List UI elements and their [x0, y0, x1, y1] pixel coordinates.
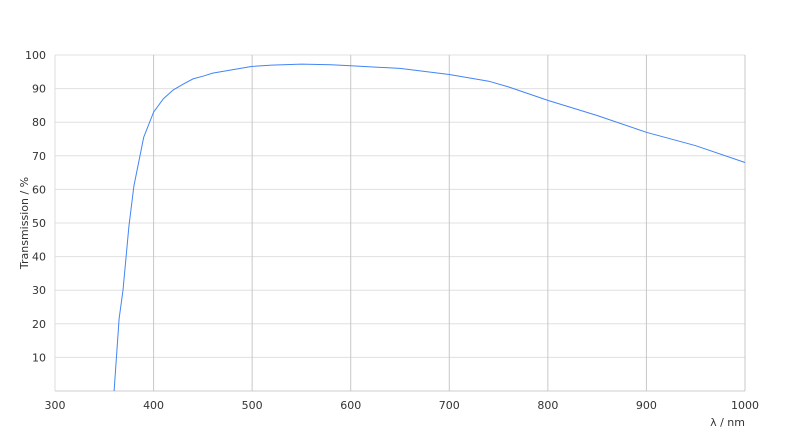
- x-tick-label: 300: [45, 399, 66, 412]
- x-tick-label: 800: [537, 399, 558, 412]
- y-tick-label: 40: [32, 251, 46, 264]
- x-tick-label: 400: [143, 399, 164, 412]
- y-axis-label: Transmission / %: [18, 177, 31, 270]
- x-tick-label: 500: [242, 399, 263, 412]
- tick-labels: 10 20 30 40 50 60 70 80 90 100 300 400 500 600 700 800 9…: [25, 49, 759, 412]
- y-tick-label: 30: [32, 284, 46, 297]
- x-tick-label: 900: [636, 399, 657, 412]
- y-tick-label: 90: [32, 83, 46, 96]
- y-tick-label: 100: [25, 49, 46, 62]
- x-axis-label: λ / nm: [710, 416, 745, 429]
- x-tick-label: 700: [439, 399, 460, 412]
- grid: [54, 54, 746, 392]
- x-tick-label: 600: [340, 399, 361, 412]
- y-tick-label: 70: [32, 150, 46, 163]
- y-tick-label: 50: [32, 217, 46, 230]
- y-tick-label: 60: [32, 183, 46, 196]
- x-tick-label: 1000: [731, 399, 759, 412]
- y-tick-label: 10: [32, 351, 46, 364]
- series-line: [113, 63, 746, 392]
- y-tick-label: 80: [32, 116, 46, 129]
- y-tick-label: 20: [32, 318, 46, 331]
